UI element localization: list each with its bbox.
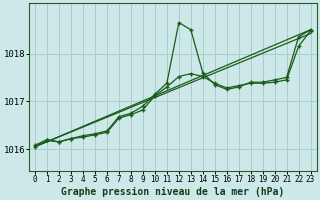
X-axis label: Graphe pression niveau de la mer (hPa): Graphe pression niveau de la mer (hPa) — [61, 186, 284, 197]
